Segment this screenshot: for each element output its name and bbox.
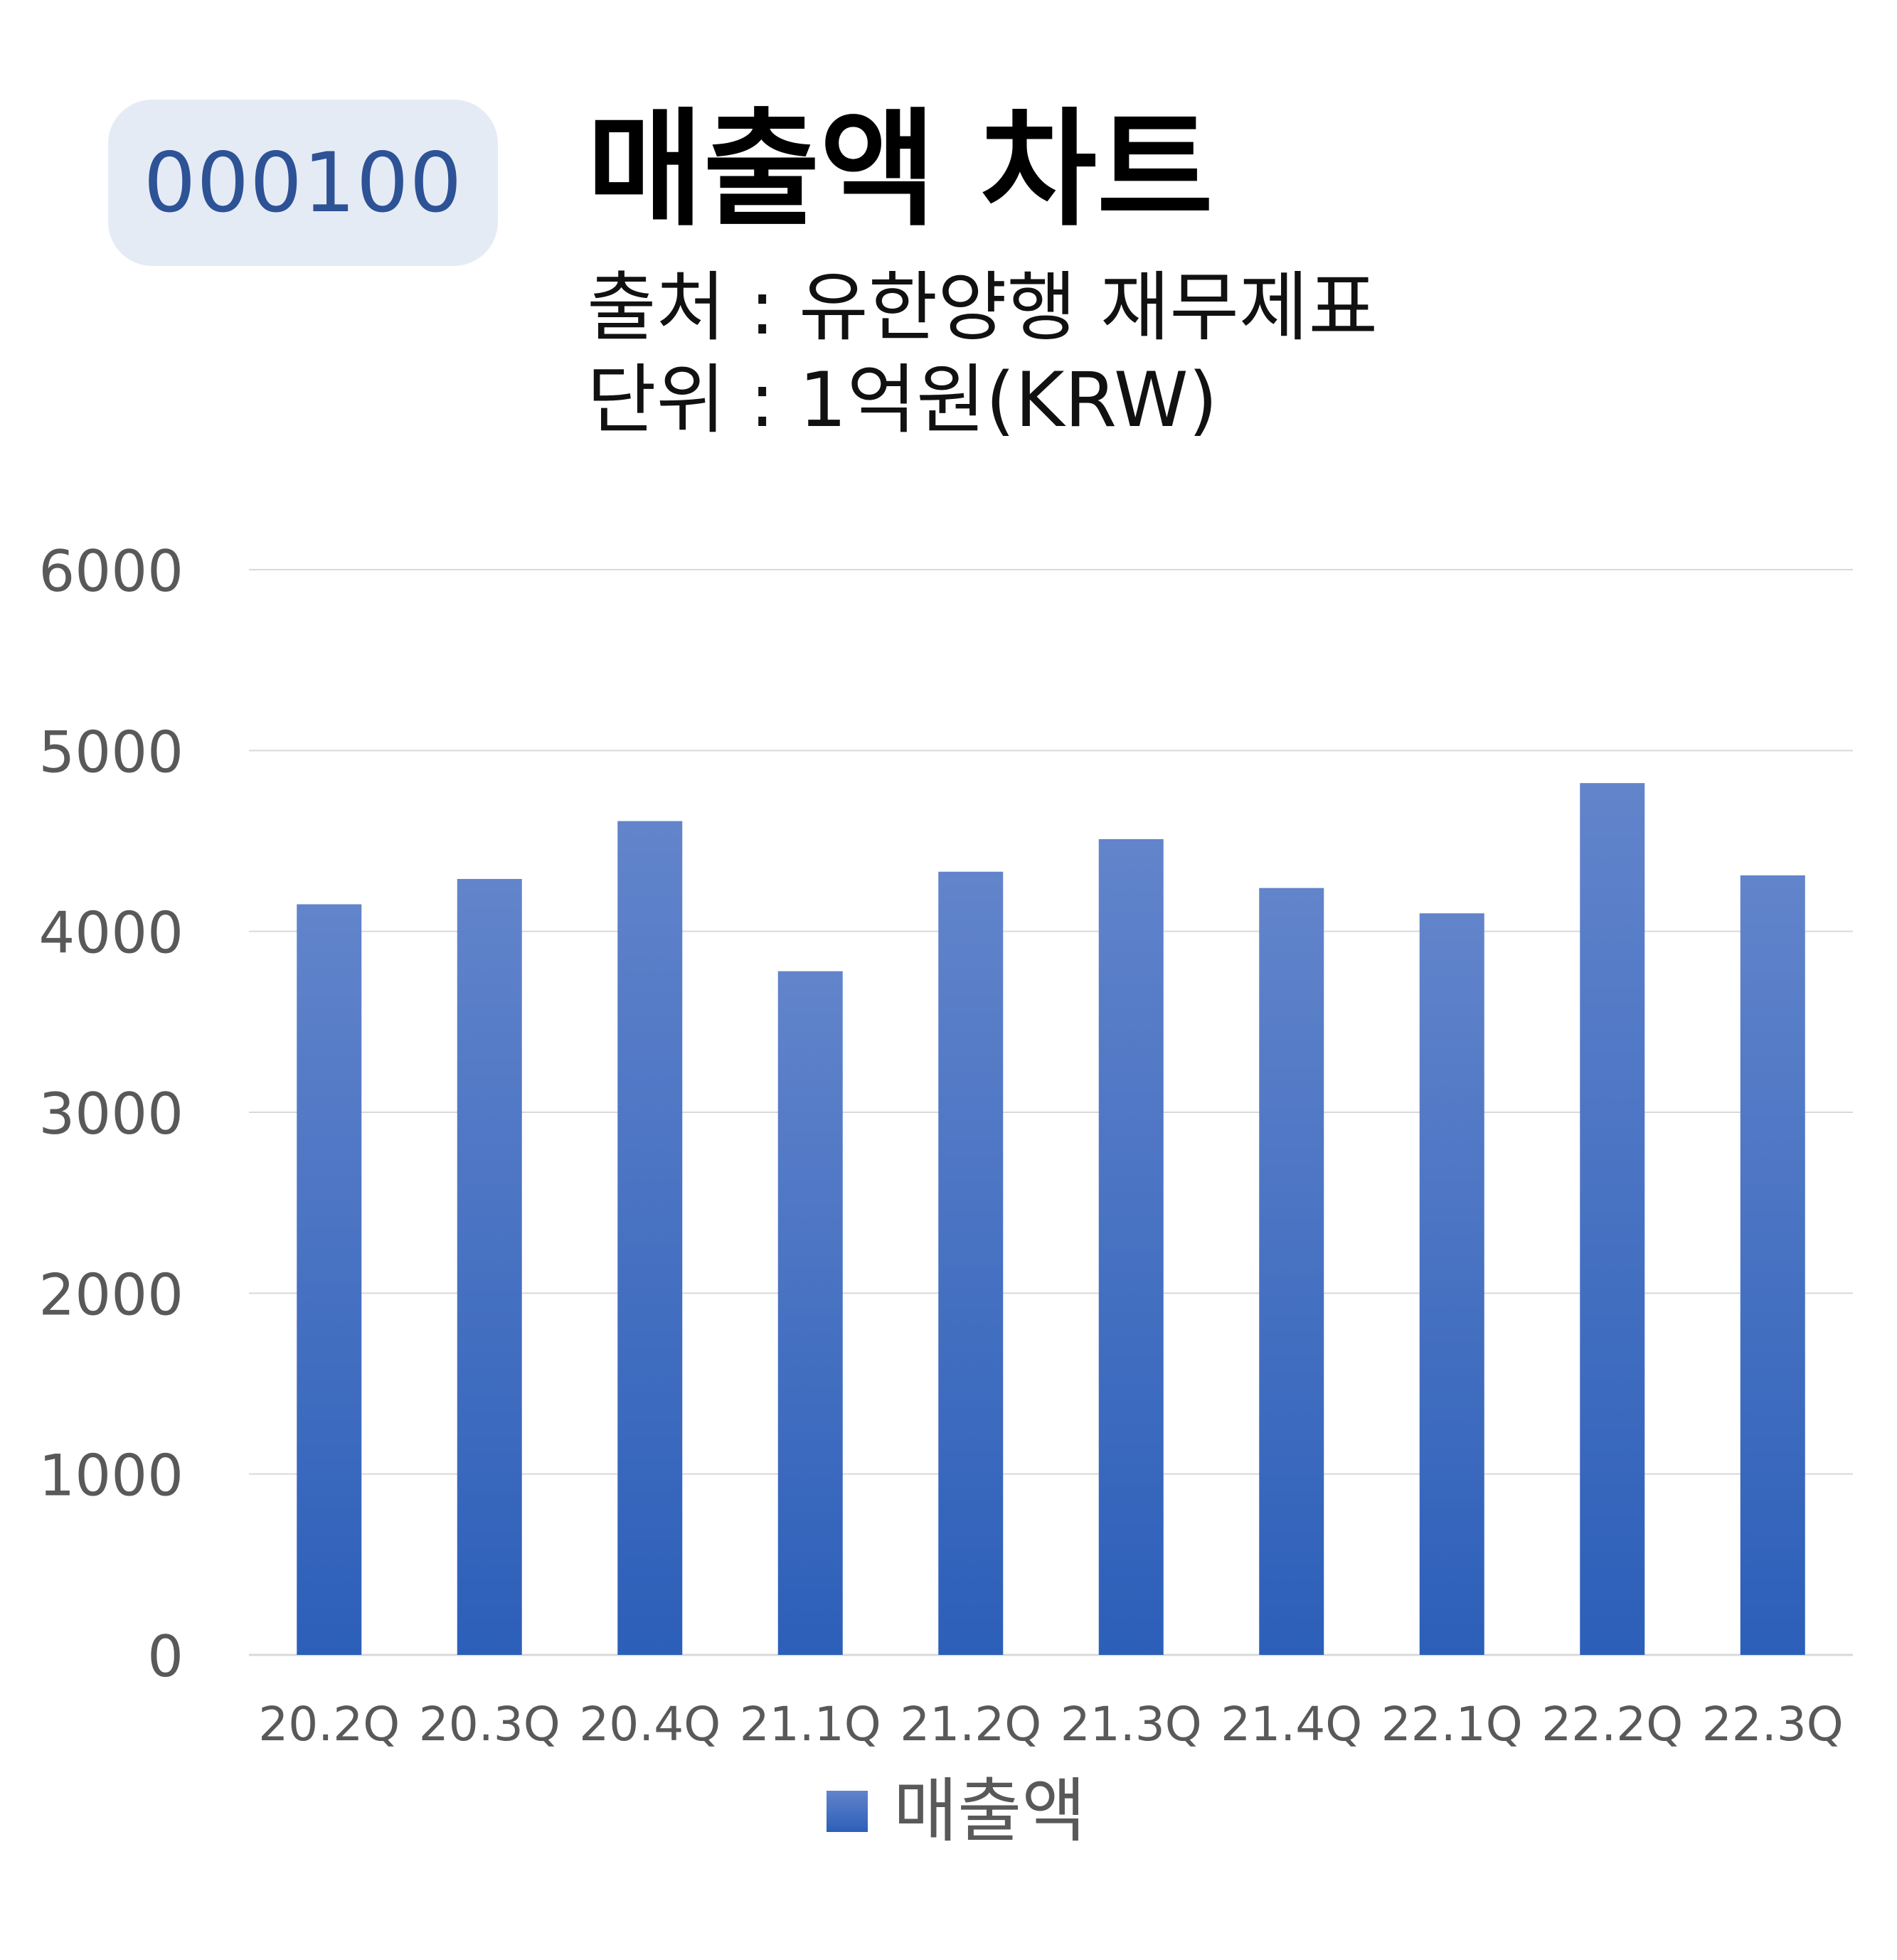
bar-22.2Q <box>1580 783 1644 1655</box>
x-tick-label: 21.4Q <box>1221 1697 1362 1752</box>
y-tick-label: 1000 <box>38 1443 184 1509</box>
x-tick-label: 22.2Q <box>1541 1697 1683 1752</box>
x-tick-label: 21.2Q <box>900 1697 1041 1752</box>
y-tick-label: 3000 <box>38 1081 184 1147</box>
chart-unit: 단위 : 1억원(KRW) <box>587 363 1218 438</box>
chart-title: 매출액 차트 <box>587 107 1213 233</box>
chart-source: 출처 : 유한양행 재무제표 <box>587 270 1378 346</box>
bar-20.2Q <box>297 905 361 1655</box>
bar-21.2Q <box>938 872 1003 1655</box>
y-tick-label: 2000 <box>38 1262 184 1328</box>
y-tick-label: 4000 <box>38 900 184 966</box>
legend: 매출액 <box>827 1777 1085 1846</box>
y-tick-label: 5000 <box>38 719 184 785</box>
ticker-code: 000100 <box>144 135 463 231</box>
bar-21.3Q <box>1099 839 1164 1655</box>
legend-label: 매출액 <box>893 1777 1085 1846</box>
x-axis-ticks: 20.2Q 20.3Q 20.4Q 21.1Q 21.2Q 21.3Q 21.4Q 22.1Q… <box>258 1697 1843 1752</box>
bar-21.1Q <box>778 971 843 1655</box>
bars <box>297 783 1805 1655</box>
x-tick-label: 22.1Q <box>1381 1697 1523 1752</box>
x-tick-label: 21.3Q <box>1061 1697 1202 1752</box>
x-tick-label: 22.3Q <box>1702 1697 1844 1752</box>
x-tick-label: 20.3Q <box>419 1697 560 1752</box>
x-tick-label: 20.4Q <box>579 1697 721 1752</box>
bar-20.4Q <box>617 821 682 1655</box>
bar-21.4Q <box>1259 888 1324 1655</box>
ticker-badge: 000100 <box>108 100 498 266</box>
bar-chart: 0 1000 2000 3000 4000 5000 6000 20.2Q 20.3Q 20.4… <box>0 498 1897 1764</box>
y-tick-label: 0 <box>147 1624 184 1690</box>
y-axis-ticks: 0 1000 2000 3000 4000 5000 6000 <box>38 538 184 1690</box>
bar-22.1Q <box>1420 913 1484 1655</box>
x-tick-label: 20.2Q <box>258 1697 400 1752</box>
bar-22.3Q <box>1741 875 1805 1655</box>
bar-20.3Q <box>457 879 522 1655</box>
y-tick-label: 6000 <box>38 538 184 604</box>
x-tick-label: 21.1Q <box>740 1697 881 1752</box>
legend-swatch <box>827 1791 868 1832</box>
